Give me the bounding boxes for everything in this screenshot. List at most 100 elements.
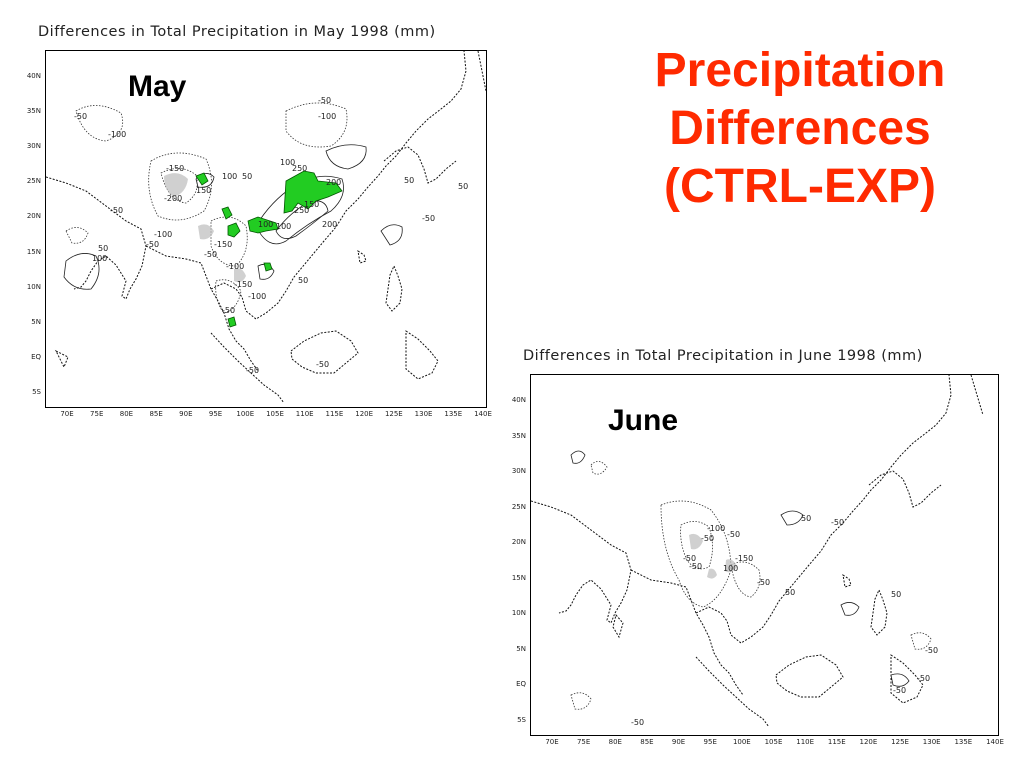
june-contour-label: -50 [757, 578, 770, 587]
may-lat-tick: 35N [26, 107, 41, 116]
may-map-drawing [46, 51, 486, 404]
may-contour-label: -100 [108, 130, 126, 139]
may-negative-shading [164, 173, 246, 283]
may-lat-tick: 15N [26, 247, 41, 256]
may-lat-tick: 30N [26, 142, 41, 151]
june-lon-tick: 80E [608, 738, 622, 746]
june-lat-tick: 10N [511, 609, 526, 618]
may-coastline [46, 51, 486, 404]
june-contour-label: -50 [893, 686, 906, 695]
june-lat-tick: 30N [511, 467, 526, 476]
june-contour-label: -50 [631, 718, 644, 727]
may-lat-tick: 20N [26, 212, 41, 221]
may-lon-tick: 110E [295, 410, 314, 418]
june-lon-tick: 95E [703, 738, 717, 746]
may-contour-label: -100 [248, 292, 266, 301]
may-contour-label: 150 [304, 200, 319, 209]
june-contour-label: 50 [891, 590, 901, 599]
may-positive-shading [195, 170, 343, 328]
heading-line-2: Differences [669, 102, 931, 155]
may-lon-tick: 140E [474, 410, 492, 418]
may-lon-tick: 120E [355, 410, 374, 418]
may-contour-label: -50 [110, 206, 123, 215]
may-lon-tick: 135E [444, 410, 463, 418]
may-map-title: Differences in Total Precipitation in Ma… [38, 24, 436, 40]
june-contour-label: -50 [701, 534, 714, 543]
may-lon-tick: 130E [414, 410, 433, 418]
june-contour-label: -50 [689, 562, 702, 571]
may-contour-label: 50 [458, 182, 468, 191]
june-map-drawing [531, 375, 984, 728]
may-contour-label: -50 [74, 112, 87, 121]
may-lon-tick: 70E [60, 410, 74, 418]
june-lon-tick: 110E [796, 738, 815, 746]
june-negative-contours [570, 461, 932, 710]
june-lat-tick: 5N [516, 644, 526, 653]
june-contour-label: -100 [707, 524, 725, 533]
june-lon-tick: 90E [671, 738, 686, 746]
may-contour-label: 250 [294, 206, 309, 215]
may-contour-label: -100 [226, 262, 244, 271]
may-lon-tick: 95E [208, 410, 223, 418]
june-coastline [531, 375, 984, 728]
june-lon-tick: 130E [922, 738, 941, 746]
june-map: -50 -100 -50 -150 -50 100 -50 50 -50 50 -50 50 -50 -5… [530, 374, 999, 736]
heading-line-1: Precipitation [654, 44, 946, 97]
june-lat-tick: 20N [511, 538, 526, 547]
june-contour-label: -150 [735, 554, 753, 563]
may-contour-label: 50 [404, 176, 414, 185]
june-lon-tick: 140E [986, 738, 1004, 746]
may-contour-label: -150 [234, 280, 252, 289]
june-contour-label: -50 [727, 530, 740, 539]
may-contour-label: 50 [242, 172, 252, 181]
may-contour-label: -100 [154, 230, 172, 239]
may-lon-tick: 105E [266, 410, 284, 418]
june-contour-label: -50 [683, 554, 696, 563]
may-lat-tick: 5S [32, 388, 41, 396]
heading-line-3: (CTRL-EXP) [664, 160, 936, 213]
may-contour-label: -200 [164, 194, 182, 203]
june-lat-tick: 35N [511, 431, 526, 440]
may-contour-label: -50 [422, 214, 435, 223]
june-lon-tick: 115E [827, 738, 846, 746]
may-contour-label: -50 [246, 366, 259, 375]
june-lon-tick: 135E [954, 738, 973, 746]
may-contour-label: -50 [318, 96, 331, 105]
may-month-label: May [128, 70, 187, 103]
june-lat-tick: 5S [517, 716, 526, 724]
may-contour-label: -150 [214, 240, 232, 249]
june-lon-tick: 70E [545, 738, 559, 746]
may-contour-label: 100 [92, 254, 107, 263]
may-lon-tick: 90E [179, 410, 193, 418]
may-contour-label: -50 [146, 240, 159, 249]
june-lon-tick: 120E [859, 738, 878, 746]
may-contour-label: 50 [98, 244, 108, 253]
june-contour-label: 50 [801, 514, 811, 523]
may-lat-tick: EQ [31, 352, 41, 361]
june-lat-tick: EQ [516, 680, 526, 689]
may-contour-label: 200 [322, 220, 337, 229]
may-lon-tick: 75E [90, 410, 104, 418]
june-lat-tick: 25N [511, 502, 526, 511]
june-contour-label: 50 [785, 588, 795, 597]
june-contour-label: -50 [831, 518, 844, 527]
june-lat-tick: 15N [511, 573, 526, 582]
may-contour-label: 150 [196, 186, 211, 195]
may-map: -50 -100 -50 -100 -150 -200 150 100 50 250 100 200 1… [45, 50, 487, 408]
june-lon-tick: 125E [891, 738, 909, 746]
june-contour-label: -50 [917, 674, 930, 683]
june-map-title: Differences in Total Precipitation in Ju… [523, 348, 923, 364]
slide-heading: Precipitation Differences (CTRL-EXP) [600, 42, 1000, 216]
may-lat-tick: 25N [26, 177, 41, 186]
may-contour-label: 250 [292, 164, 307, 173]
may-lon-tick: 125E [384, 410, 403, 418]
may-contour-label: -150 [166, 164, 184, 173]
may-contour-label: 100 [280, 158, 295, 167]
may-contour-label: 200 [326, 178, 341, 187]
june-month-label: June [608, 404, 679, 437]
may-positive-contours [63, 144, 403, 290]
may-contour-label: -50 [222, 306, 235, 315]
may-contour-label: -50 [316, 360, 329, 369]
june-lat-tick: 40N [511, 396, 526, 404]
